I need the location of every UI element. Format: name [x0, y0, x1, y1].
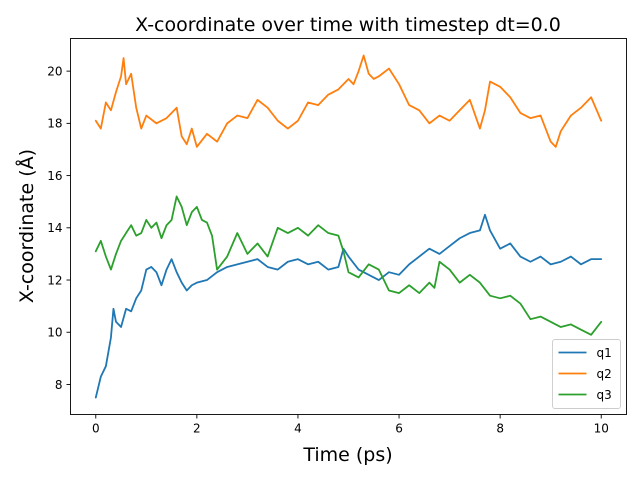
legend: q1 q2 q3	[552, 339, 621, 409]
plot-area	[94, 54, 603, 399]
x-tick-label: 10	[594, 422, 609, 436]
x-axis-label: Time (ps)	[302, 444, 392, 466]
y-tick-label: 16	[47, 169, 62, 183]
y-tick-label: 8	[55, 378, 63, 392]
y-axis-label: X-coordinate (Å)	[15, 149, 38, 303]
y-tick-label: 10	[47, 326, 62, 340]
legend-label-q3: q3	[597, 388, 612, 402]
y-tick-label: 20	[47, 64, 62, 78]
y-axis: 8 10 12 14 16 18 20	[47, 64, 71, 392]
x-tick-label: 8	[496, 422, 504, 436]
y-tick-label: 18	[47, 117, 62, 131]
x-axis: 0 2 4 6 8 10	[92, 414, 609, 436]
legend-label-q1: q1	[597, 346, 612, 360]
series-line-q1	[94, 213, 603, 399]
series-line-q2	[94, 54, 603, 148]
x-tick-label: 0	[92, 422, 100, 436]
series-line-q3	[94, 195, 603, 336]
x-tick-label: 2	[193, 422, 201, 436]
legend-label-q2: q2	[597, 367, 612, 381]
y-tick-label: 14	[47, 221, 62, 235]
x-tick-label: 4	[294, 422, 302, 436]
axes-frame	[70, 38, 627, 415]
y-tick-label: 12	[47, 273, 62, 287]
chart-title: X-coordinate over time with timestep dt=…	[135, 14, 561, 36]
x-tick-label: 6	[395, 422, 403, 436]
